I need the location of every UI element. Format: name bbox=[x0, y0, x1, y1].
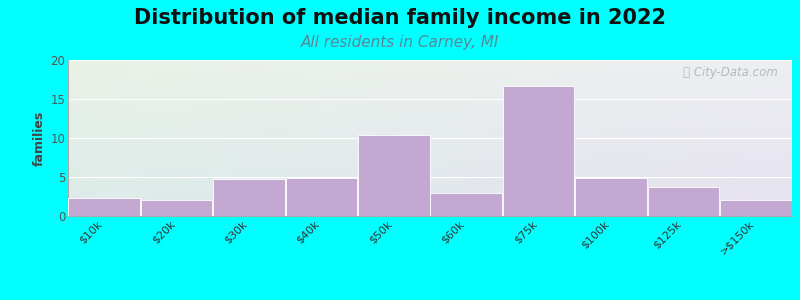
Bar bbox=[720, 200, 792, 216]
Text: All residents in Carney, MI: All residents in Carney, MI bbox=[301, 34, 499, 50]
Bar bbox=[358, 135, 430, 216]
Bar bbox=[213, 179, 285, 216]
Bar bbox=[141, 200, 213, 216]
Bar bbox=[502, 86, 574, 216]
Bar bbox=[286, 178, 358, 216]
Bar bbox=[575, 178, 647, 216]
Bar bbox=[647, 187, 719, 216]
Text: ⓘ City-Data.com: ⓘ City-Data.com bbox=[682, 66, 778, 79]
Bar bbox=[68, 198, 140, 216]
Y-axis label: families: families bbox=[33, 110, 46, 166]
Bar bbox=[430, 193, 502, 216]
Text: Distribution of median family income in 2022: Distribution of median family income in … bbox=[134, 8, 666, 28]
